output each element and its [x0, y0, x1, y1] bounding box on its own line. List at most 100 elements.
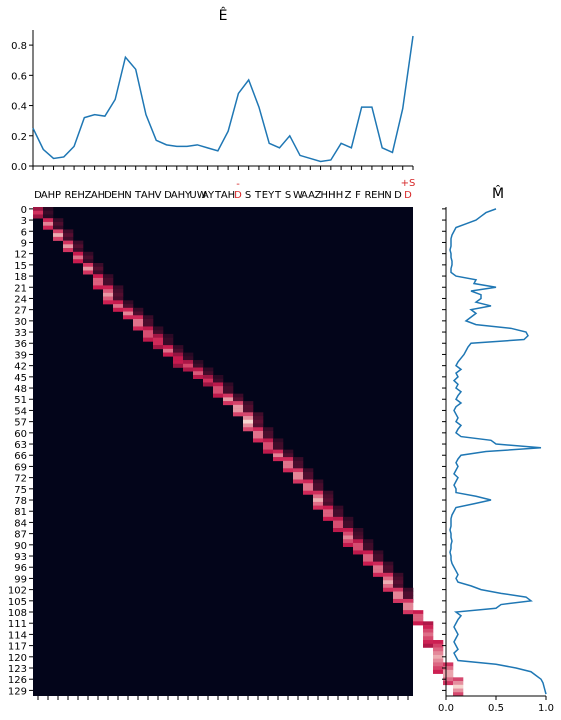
heatmap-cell	[173, 349, 183, 353]
heatmap-cell	[273, 442, 283, 446]
heatmap-cell	[343, 535, 353, 539]
heatmap-cell	[223, 394, 233, 398]
heatmap-cell	[253, 431, 263, 435]
heatmap-cell	[263, 438, 273, 442]
x-tick-label: EH	[71, 190, 85, 201]
heatmap-cell	[73, 244, 83, 248]
heatmap-cell	[333, 509, 343, 513]
alignment-heatmap: 0369121518212427303336394245485154576063…	[8, 178, 463, 700]
y-tick-label: 42	[14, 362, 27, 373]
heatmap-cell	[393, 595, 403, 599]
heatmap-cell	[453, 689, 463, 693]
heatmap-cell	[313, 483, 323, 487]
heatmap-cell	[43, 211, 53, 215]
y-tick-label: 96	[14, 563, 27, 574]
heatmap-cell	[423, 625, 433, 629]
heatmap-cell	[373, 558, 383, 562]
heatmap-cell	[33, 211, 43, 215]
heatmap-cell	[153, 330, 163, 334]
heatmap-cell	[283, 453, 293, 457]
heatmap-cell	[423, 644, 433, 648]
heatmap-cell	[223, 397, 233, 401]
heatmap-cell	[133, 326, 143, 330]
x-tick-label: AH	[221, 190, 235, 201]
y-tick-label: 102	[8, 586, 27, 597]
heatmap-cell	[273, 438, 283, 442]
heatmap-cell	[213, 394, 223, 398]
y-tick-label: 33	[14, 328, 27, 339]
heatmap-cell	[423, 633, 433, 637]
x-tick-label: EH	[111, 190, 125, 201]
y-tick-label: 87	[14, 530, 27, 541]
heatmap-cell	[73, 259, 83, 263]
heatmap-cell	[383, 569, 393, 573]
heatmap-cell	[223, 382, 233, 386]
heatmap-cell	[93, 285, 103, 289]
heatmap-cell	[243, 427, 253, 431]
heatmap-cell	[283, 450, 293, 454]
y-tick-label: 105	[8, 597, 27, 608]
chart-title: M̂	[492, 185, 504, 202]
heatmap-cell	[73, 252, 83, 256]
x-tick-label: Z	[345, 190, 352, 201]
heatmap-cell	[333, 513, 343, 517]
y-tick-label: 120	[8, 653, 27, 664]
y-tick-label: 111	[8, 619, 27, 630]
heatmap-cell	[43, 207, 53, 211]
heatmap-cell	[73, 248, 83, 252]
heatmap-cell	[433, 647, 443, 651]
y-tick-label: 90	[14, 541, 27, 552]
heatmap-cell	[443, 681, 453, 685]
heatmap-cell	[123, 300, 133, 304]
x-tick-label: V	[155, 190, 162, 201]
heatmap-cell	[53, 237, 63, 241]
y-tick-label: 66	[14, 451, 27, 462]
heatmap-cell	[363, 562, 373, 566]
heatmap-cell	[433, 659, 443, 663]
heatmap-cell	[273, 457, 283, 461]
x-tick-label: S	[285, 190, 291, 201]
x-tick-label: 0.5	[488, 703, 504, 714]
heatmap-cell	[63, 229, 73, 233]
heatmap-cell	[263, 446, 273, 450]
heatmap-cell	[403, 591, 413, 595]
heatmap-cell	[433, 655, 443, 659]
heatmap-cell	[83, 252, 93, 256]
heatmap-cell	[253, 438, 263, 442]
heatmap-cell	[63, 237, 73, 241]
y-tick-label: 0.2	[11, 132, 27, 143]
heatmap-cell	[93, 263, 103, 267]
heatmap-cell	[443, 670, 453, 674]
heatmap-cell	[173, 353, 183, 357]
heatmap-cell	[313, 506, 323, 510]
heatmap-cell	[353, 547, 363, 551]
heatmap-cell	[193, 364, 203, 368]
heatmap-cell	[253, 424, 263, 428]
heatmap-background	[33, 207, 413, 696]
heatmap-cell	[333, 517, 343, 521]
x-tick-label: D	[234, 190, 242, 201]
heatmap-cell	[153, 338, 163, 342]
heatmap-cell	[243, 412, 253, 416]
y-tick-label: 54	[14, 406, 27, 417]
heatmap-cell	[183, 364, 193, 368]
y-tick-label: 51	[14, 395, 27, 406]
heatmap-cell	[363, 543, 373, 547]
y-tick-label: 0.0	[11, 162, 27, 173]
heatmap-cell	[343, 543, 353, 547]
heatmap-cell	[83, 270, 93, 274]
heatmap-cell	[193, 368, 203, 372]
heatmap-cell	[273, 450, 283, 454]
heatmap-cell	[103, 282, 113, 286]
heatmap-cell	[113, 308, 123, 312]
heatmap-cell	[383, 573, 393, 577]
heatmap-cell	[143, 338, 153, 342]
heatmap-cell	[353, 535, 363, 539]
series-line	[450, 209, 546, 694]
heatmap-cell	[123, 304, 133, 308]
y-tick-label: 126	[8, 675, 27, 686]
heatmap-cell	[263, 427, 273, 431]
heatmap-cell	[203, 375, 213, 379]
heatmap-cell	[283, 457, 293, 461]
heatmap-cell	[263, 442, 273, 446]
